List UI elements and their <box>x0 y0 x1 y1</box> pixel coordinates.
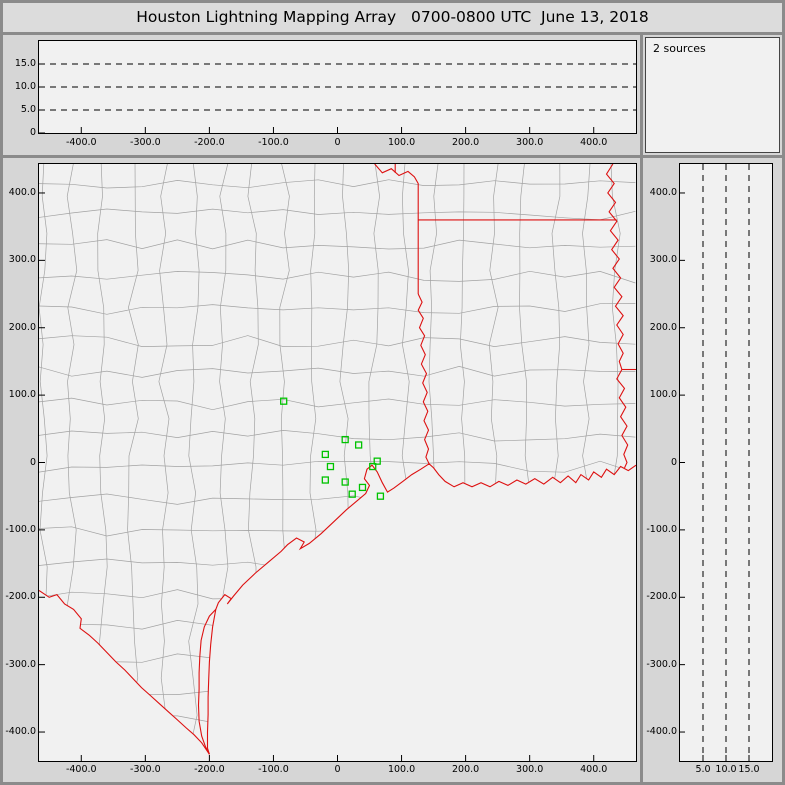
tick-label: -200.0 <box>646 591 677 603</box>
lma-station-marker <box>369 462 377 471</box>
tick-label: 200.0 <box>452 137 480 148</box>
lma-station-marker <box>358 483 367 492</box>
lma-station-marker <box>341 435 349 444</box>
lma-station-marker <box>341 478 349 486</box>
tick-label: -400.0 <box>65 764 97 775</box>
gulf-coastline <box>206 463 636 755</box>
tick-label: 0 <box>670 456 677 468</box>
tick-label: 100.0 <box>387 764 416 775</box>
tick-label: -400.0 <box>65 137 97 148</box>
tick-label: 15.0 <box>14 58 36 69</box>
lma-station-marker <box>354 441 363 449</box>
altitude-ew-canvas <box>39 63 636 133</box>
panel-altitude-ew: 15.0 10.0 5.0 0 -400.0 -300.0 -200.0 -100.0 0 100… <box>3 35 643 158</box>
altitude-ew-plot[interactable] <box>38 40 637 134</box>
tick-label: 300.0 <box>516 137 544 148</box>
sources-box: 2 sources <box>645 37 780 153</box>
altitude-gridlines <box>39 63 636 111</box>
tick-label: 100.0 <box>387 137 416 148</box>
tick-label: 100.0 <box>649 389 677 401</box>
tick-label: -300.0 <box>130 764 161 775</box>
axis-ticks <box>39 192 595 761</box>
mississippi-river-lower <box>616 369 629 469</box>
lma-station-marker <box>321 450 329 459</box>
mississippi-river-border <box>605 164 624 370</box>
tick-label: -300.0 <box>130 137 161 148</box>
red-river-texas-oklahoma-border <box>374 164 419 294</box>
sabine-river-texas-louisiana-border <box>417 293 430 465</box>
plan-view-map-canvas <box>39 164 636 761</box>
state-borders-and-coastline <box>39 164 636 755</box>
tick-label: 300.0 <box>649 254 677 266</box>
panel-plan-view: 400.0 300.0 200.0 100.0 0 -100.0 -200.0 -300.0 -… <box>3 158 643 782</box>
lma-station-marker <box>348 490 356 498</box>
altitude-gridlines <box>702 164 750 761</box>
altitude-ns-plot[interactable] <box>679 163 773 762</box>
plan-view-map-plot[interactable] <box>38 163 637 762</box>
altitude-ns-canvas <box>680 164 750 761</box>
page-title: Houston Lightning Mapping Array 0700-080… <box>3 3 782 35</box>
tick-label: 10.0 <box>715 764 737 775</box>
lma-stations <box>280 397 385 500</box>
tick-label: 0 <box>334 137 341 148</box>
tick-label: 300.0 <box>516 764 544 775</box>
tick-label: 0 <box>29 127 36 138</box>
tick-label: 300.0 <box>8 254 36 266</box>
tick-label: -400.0 <box>5 726 36 738</box>
tick-label: 0 <box>334 764 341 775</box>
tick-label: -300.0 <box>646 658 677 670</box>
tick-label: 400.0 <box>8 186 36 198</box>
lma-station-marker <box>280 397 288 405</box>
tick-label: 200.0 <box>8 321 36 333</box>
panel-sources: 2 sources <box>643 35 782 158</box>
tick-label: 400.0 <box>580 764 608 775</box>
tick-label: 5.0 <box>695 764 711 775</box>
tick-label: -100.0 <box>258 764 289 775</box>
tick-label: 5.0 <box>20 104 36 115</box>
laguna-madre-shore <box>197 609 217 755</box>
tick-label: -100.0 <box>5 523 36 535</box>
tick-label: -400.0 <box>646 726 677 738</box>
tick-label: 0 <box>29 456 36 468</box>
tick-label: -200.0 <box>194 764 225 775</box>
tick-label: -300.0 <box>5 658 36 670</box>
axis-ticks <box>680 192 750 761</box>
sources-count-label: 2 sources <box>653 42 706 55</box>
tick-label: 200.0 <box>452 764 480 775</box>
panel-altitude-ns: 400.0 300.0 200.0 100.0 0 -100.0 -200.0 -300.0 -… <box>643 158 782 782</box>
rio-grande-border <box>39 590 210 755</box>
tick-label: -100.0 <box>258 137 289 148</box>
lma-station-marker <box>321 476 329 484</box>
tick-label: 15.0 <box>738 764 760 775</box>
tick-label: 400.0 <box>649 186 677 198</box>
lma-station-marker <box>376 492 385 500</box>
tick-label: 100.0 <box>8 389 36 401</box>
tick-label: -200.0 <box>194 137 225 148</box>
axis-ticks <box>39 63 595 133</box>
tick-label: -200.0 <box>5 591 36 603</box>
tick-label: 10.0 <box>14 81 36 92</box>
lma-station-marker <box>373 457 381 465</box>
lma-station-marker <box>326 462 335 471</box>
tick-label: 200.0 <box>649 321 677 333</box>
county-boundaries <box>39 164 636 755</box>
tick-label: 400.0 <box>580 137 608 148</box>
tick-label: -100.0 <box>646 523 677 535</box>
